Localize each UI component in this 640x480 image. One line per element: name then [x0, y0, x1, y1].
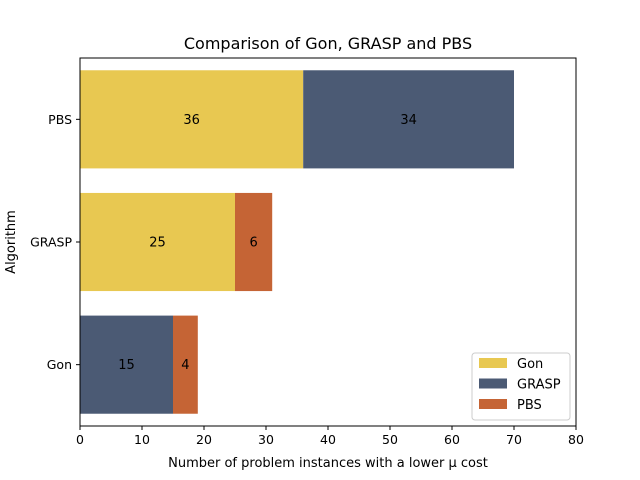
y-tick-label: Gon [47, 357, 72, 372]
legend-swatch-gon [479, 358, 507, 368]
y-tick-label: GRASP [30, 235, 72, 250]
x-tick-label: 10 [134, 432, 150, 447]
bar-value-label: 25 [149, 236, 166, 251]
bar-gon-pbs [80, 70, 304, 169]
legend-swatch-pbs [479, 399, 507, 409]
x-axis: 0 10 20 30 40 50 60 70 80 [76, 426, 584, 447]
bar-labels-group: 15 4 25 6 36 34 [118, 113, 417, 373]
bar-grasp-gon [80, 315, 173, 414]
x-tick-label: 40 [320, 432, 336, 447]
legend-label-pbs: PBS [517, 398, 542, 413]
bar-pbs-gon [173, 315, 198, 414]
bar-gon-grasp [80, 192, 235, 292]
chart-title: Comparison of Gon, GRASP and PBS [184, 34, 472, 53]
y-axis: Gon GRASP PBS [30, 112, 80, 372]
x-tick-label: 20 [196, 432, 212, 447]
y-axis-label: Algorithm [4, 210, 19, 274]
legend-swatch-grasp [479, 378, 507, 389]
x-tick-label: 30 [258, 432, 274, 447]
x-axis-label: Number of problem instances with a lower… [168, 456, 488, 471]
y-tick-label: PBS [48, 112, 72, 127]
bar-grasp-pbs [303, 70, 514, 169]
x-tick-label: 60 [444, 432, 460, 447]
x-tick-label: 70 [506, 432, 522, 447]
x-tick-label: 50 [382, 432, 398, 447]
bar-value-label: 4 [181, 358, 189, 373]
x-tick-label: 0 [76, 432, 84, 447]
legend: Gon GRASP PBS [471, 352, 571, 421]
bar-value-label: 34 [400, 113, 417, 128]
bar-value-label: 15 [118, 358, 135, 373]
legend-label-grasp: GRASP [517, 378, 561, 393]
bar-pbs-grasp [235, 192, 273, 292]
bar-value-label: 6 [249, 236, 257, 251]
bars-group [80, 70, 514, 414]
x-tick-label: 80 [568, 432, 584, 447]
bar-value-label: 36 [183, 113, 200, 128]
legend-label-gon: Gon [517, 357, 543, 372]
